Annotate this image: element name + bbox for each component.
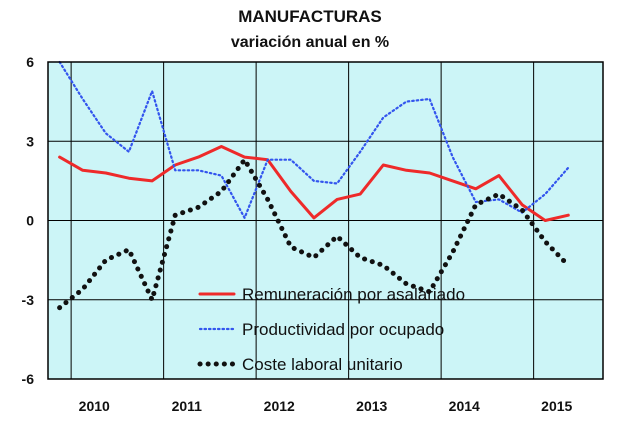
x-tick-label: 2014 <box>449 398 480 414</box>
y-tick-label: 6 <box>26 54 34 70</box>
chart-subtitle: variación anual en % <box>231 34 389 51</box>
legend-label: Productividad por ocupado <box>242 320 444 339</box>
axis-ticks: 6 3 0 -3 -6 2010 2011 2012 2013 2014 2015 <box>22 54 573 414</box>
x-tick-label: 2012 <box>264 398 295 414</box>
x-tick-label: 2010 <box>79 398 110 414</box>
series-line <box>58 145 570 222</box>
x-tick-label: 2011 <box>172 398 203 414</box>
series-line <box>58 60 570 219</box>
legend-label: Remuneración por asalariado <box>242 285 465 304</box>
y-tick-label: 0 <box>26 213 34 229</box>
grid-lines <box>48 62 603 379</box>
series-lines <box>57 60 571 311</box>
legend: Remuneración por asalariado Productividad… <box>197 285 465 374</box>
plot-frame <box>47 61 604 380</box>
y-tick-label: -3 <box>22 292 35 308</box>
chart-title: MANUFACTURAS <box>238 7 382 26</box>
x-tick-label: 2015 <box>541 398 572 414</box>
y-tick-label: 3 <box>26 133 34 149</box>
x-tick-label: 2013 <box>356 398 387 414</box>
y-tick-label: -6 <box>22 371 35 387</box>
series-line <box>57 157 571 311</box>
legend-label: Coste laboral unitario <box>242 355 403 374</box>
